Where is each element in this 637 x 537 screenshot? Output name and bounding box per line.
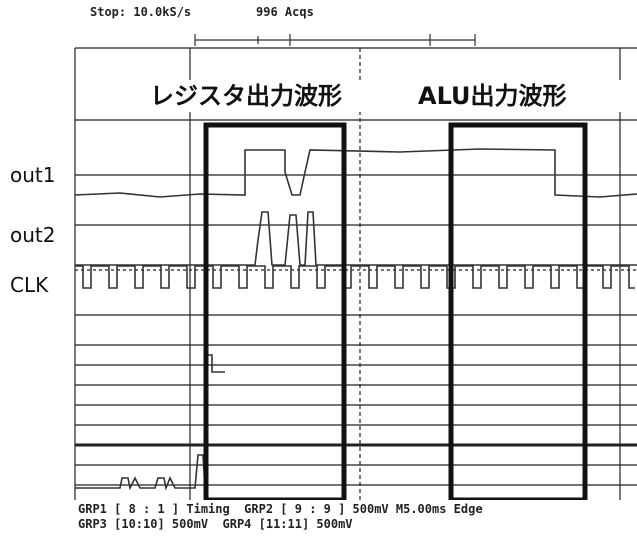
status-text: Stop: 10.0kS/s — [90, 5, 191, 19]
scope-screen: Stop: 10.0kS/s 996 Acqs レジスタ出力波形 ALU出力波形… — [0, 0, 637, 537]
channel-label: out2 — [10, 223, 55, 247]
out2-wave — [75, 212, 637, 265]
clk-wave — [75, 258, 635, 298]
out1-wave — [75, 149, 637, 197]
digital-wave — [75, 455, 205, 488]
alu-label: ALU出力波形 — [418, 82, 567, 110]
footer-text: GRP3 [10:10] 500mV GRP4 [11:11] 500mV — [78, 517, 353, 531]
acq-text: 996 Acqs — [256, 5, 314, 19]
channel-label: out1 — [10, 163, 55, 187]
acq-bracket — [195, 34, 475, 46]
channel-label: CLK — [10, 273, 49, 297]
register-label: レジスタ出力波形 — [150, 82, 342, 110]
footer-text: GRP1 [ 8 : 1 ] Timing GRP2 [ 9 : 9 ] 500… — [78, 502, 483, 516]
